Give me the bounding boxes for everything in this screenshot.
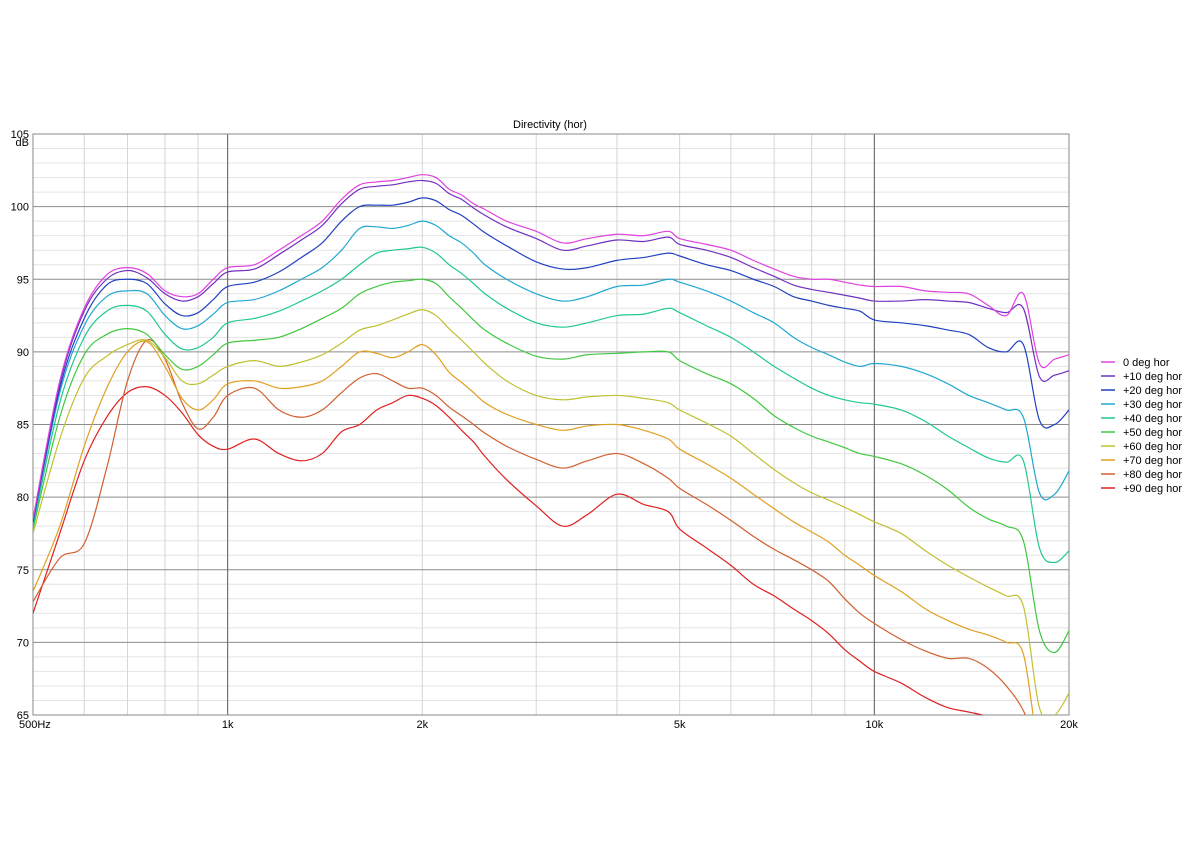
series-line: [33, 174, 1069, 520]
legend-label: +10 deg hor: [1123, 371, 1182, 383]
y-tick-label: 65: [17, 710, 29, 722]
series-line: [33, 220, 1069, 524]
legend-label: +90 deg hor: [1123, 483, 1182, 495]
y-tick-label: 95: [17, 274, 29, 286]
y-tick-label: 100: [11, 202, 29, 214]
series-line: [33, 386, 984, 715]
y-tick-label: 75: [17, 565, 29, 577]
legend-label: +50 deg hor: [1123, 427, 1182, 439]
y-tick-label: 105: [11, 129, 29, 141]
chart-title: Directivity (hor): [513, 119, 587, 131]
y-tick-label: 70: [17, 637, 29, 649]
grid-minor: [33, 134, 1069, 715]
legend-label: +30 deg hor: [1123, 399, 1182, 411]
series-line: [33, 309, 1069, 715]
legend-label: +40 deg hor: [1123, 413, 1182, 425]
y-tick-label: 90: [17, 347, 29, 359]
x-tick-label: 20k: [1060, 719, 1078, 731]
series-lines: [33, 174, 1069, 715]
y-tick-label: 85: [17, 420, 29, 432]
series-line: [33, 339, 1026, 715]
legend-label: +80 deg hor: [1123, 469, 1182, 481]
x-tick-label: 10k: [865, 719, 883, 731]
series-line: [33, 179, 1069, 521]
x-tick-label: 2k: [417, 719, 429, 731]
legend: 0 deg hor +10 deg hor +20 deg hor +30 deg h…: [1101, 357, 1182, 495]
y-tick-label: 80: [17, 492, 29, 504]
y-axis-unit-label: dB: [16, 137, 29, 149]
plot-area: [32, 133, 1070, 716]
legend-label: 0 deg hor: [1123, 357, 1170, 369]
x-tick-label: 5k: [674, 719, 686, 731]
series-line: [33, 197, 1069, 522]
series-line: [33, 340, 1034, 715]
legend-label: +70 deg hor: [1123, 455, 1182, 467]
series-line: [33, 246, 1069, 564]
y-axis-ticks: 105 100 95 90 85 80 75 70 65: [11, 129, 29, 722]
series-line: [33, 278, 1069, 654]
x-axis-ticks: 500Hz 1k 2k 5k 10k 20k: [19, 719, 1078, 731]
legend-label: +20 deg hor: [1123, 385, 1182, 397]
x-tick-label: 1k: [222, 719, 234, 731]
x-tick-label: 500Hz: [19, 719, 51, 731]
legend-label: +60 deg hor: [1123, 441, 1182, 453]
